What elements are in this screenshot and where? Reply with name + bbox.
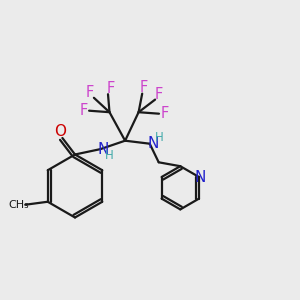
Text: H: H [105, 148, 114, 162]
Text: F: F [140, 80, 148, 95]
Text: H: H [155, 130, 164, 144]
Text: N: N [195, 169, 206, 184]
Text: O: O [54, 124, 66, 139]
Text: N: N [147, 136, 158, 151]
Text: F: F [160, 106, 169, 121]
Text: CH₃: CH₃ [8, 200, 29, 210]
Text: F: F [155, 87, 163, 102]
Text: F: F [86, 85, 94, 100]
Text: N: N [97, 142, 109, 157]
Text: F: F [107, 81, 115, 96]
Text: F: F [80, 103, 88, 118]
